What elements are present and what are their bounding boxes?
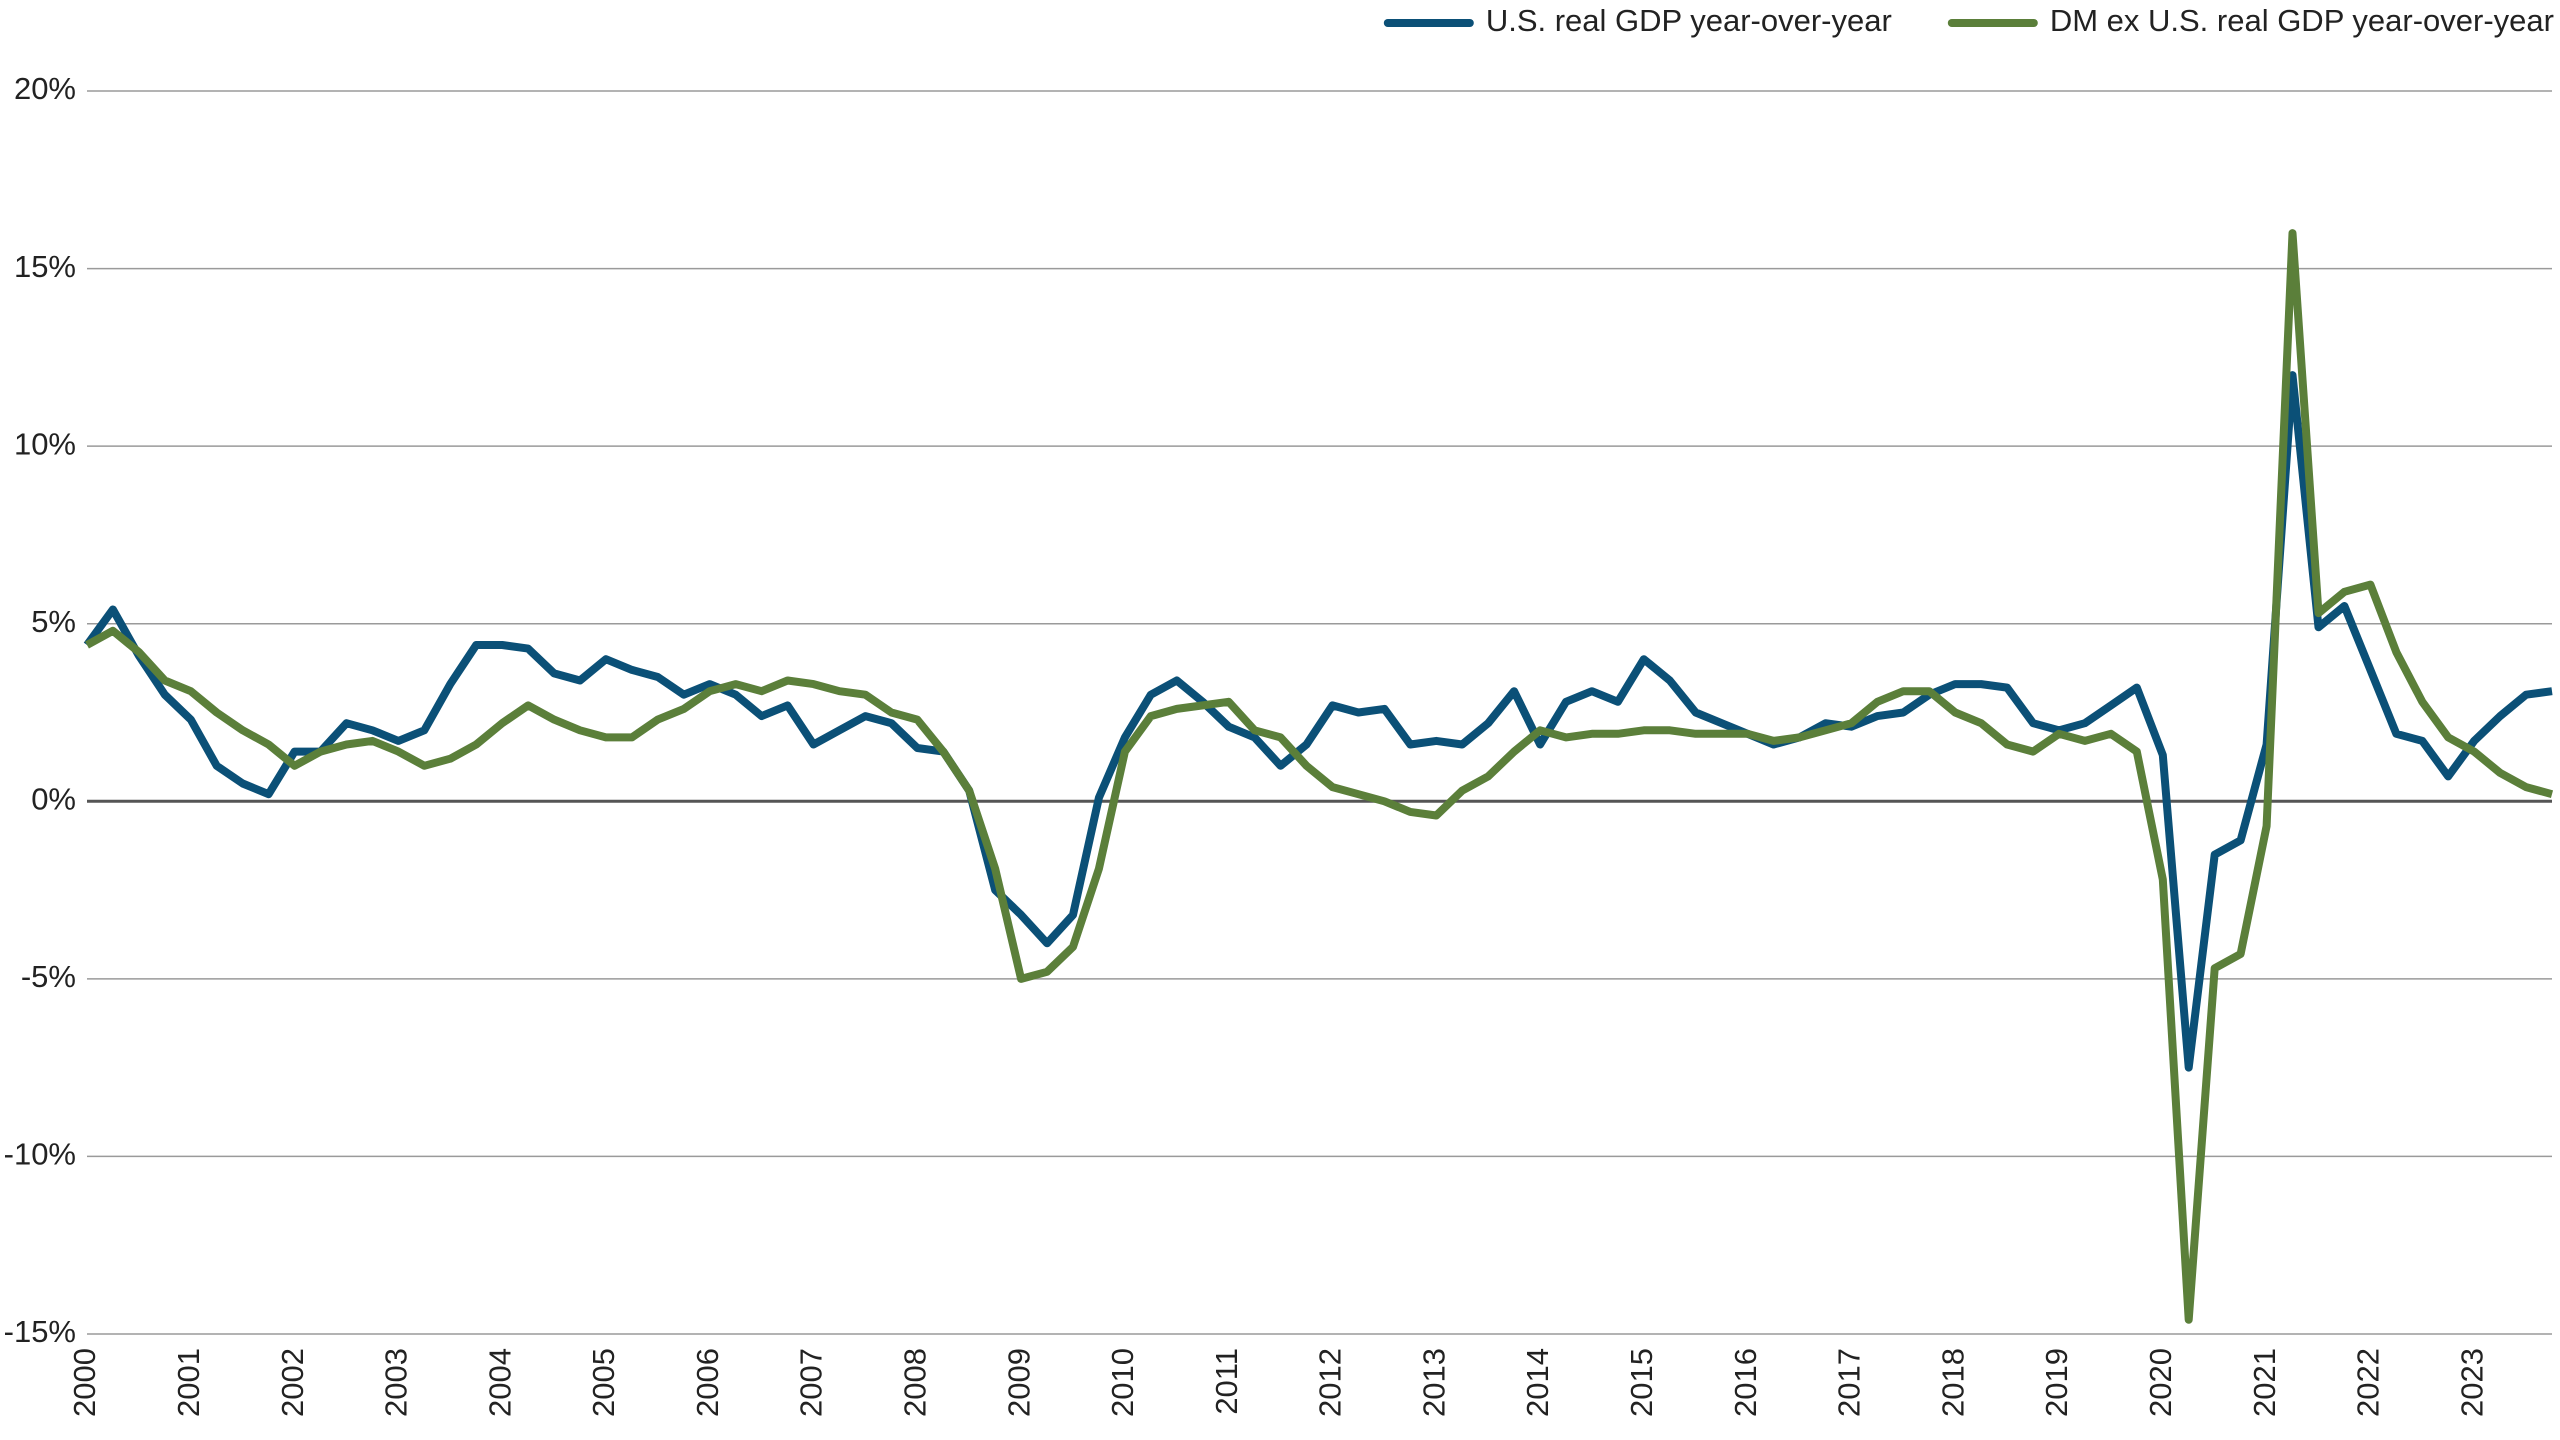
x-tick-label: 2000 xyxy=(67,1348,102,1417)
x-tick-label: 2008 xyxy=(898,1348,933,1417)
x-tick-label: 2003 xyxy=(379,1348,414,1417)
x-tick-label: 2016 xyxy=(1728,1348,1763,1417)
y-tick-label: -10% xyxy=(4,1137,76,1172)
x-tick-label: 2023 xyxy=(2454,1348,2489,1417)
x-tick-label: 2009 xyxy=(1001,1348,1036,1417)
y-tick-label: -15% xyxy=(4,1314,76,1349)
data-line xyxy=(83,371,2553,1072)
y-tick-label: 15% xyxy=(14,249,76,284)
x-tick-label: 2012 xyxy=(1313,1348,1348,1417)
x-tick-label: 2017 xyxy=(1832,1348,1867,1417)
x-tick-label: 2011 xyxy=(1209,1348,1244,1415)
y-tick-label: 20% xyxy=(14,71,76,106)
x-tick-label: 2007 xyxy=(794,1348,829,1417)
legend-item: DM ex U.S. real GDP year-over-year xyxy=(1947,3,2554,38)
legend: U.S. real GDP year-over-year DM ex U.S. r… xyxy=(1383,3,2554,38)
y-tick-label: -5% xyxy=(21,959,76,994)
data-line xyxy=(85,229,2554,1324)
x-tick-label: 2010 xyxy=(1105,1348,1140,1417)
legend-label: U.S. real GDP year-over-year xyxy=(1486,3,1892,38)
legend-label: DM ex U.S. real GDP year-over-year xyxy=(2050,3,2554,38)
x-tick-label: 2015 xyxy=(1624,1348,1659,1417)
y-tick-label: 0% xyxy=(31,781,76,816)
y-tick-label: 10% xyxy=(14,426,76,461)
x-tick-label: 2019 xyxy=(2039,1348,2074,1417)
x-tick-label: 2006 xyxy=(690,1348,725,1417)
x-tick-label: 2014 xyxy=(1520,1348,1555,1417)
x-tick-label: 2005 xyxy=(586,1348,621,1417)
x-tick-label: 2018 xyxy=(1935,1348,1970,1417)
x-tick-label: 2022 xyxy=(2351,1348,2386,1417)
x-tick-label: 2013 xyxy=(1416,1348,1451,1417)
x-tick-label: 2002 xyxy=(275,1348,310,1417)
y-tick-label: 5% xyxy=(31,604,76,639)
x-tick-label: 2020 xyxy=(2143,1348,2178,1417)
legend-item: U.S. real GDP year-over-year xyxy=(1383,3,1892,38)
x-tick-label: 2004 xyxy=(482,1348,517,1417)
x-tick-label: 2001 xyxy=(171,1348,206,1417)
x-tick-label: 2021 xyxy=(2247,1348,2282,1417)
